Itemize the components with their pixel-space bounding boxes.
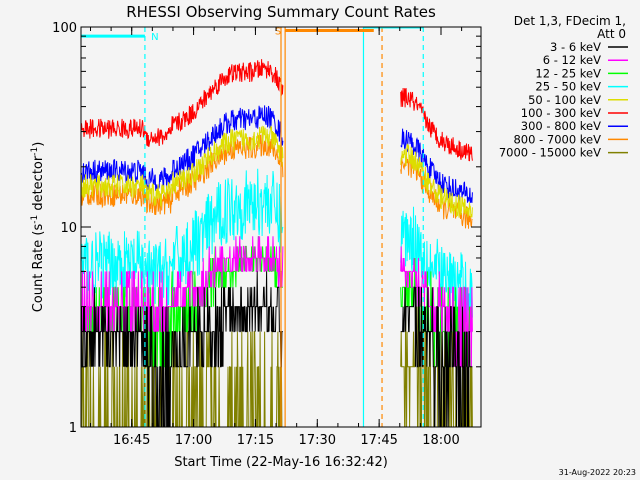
y-tick-label-0: 1 <box>69 421 77 436</box>
chart-title: RHESSI Observing Summary Count Rates <box>126 3 436 21</box>
legend-header-2: Att 0 <box>597 27 626 41</box>
legend-label-1: 6 - 12 keV <box>543 53 601 67</box>
series-layer <box>81 59 473 427</box>
y-axis-label: Count Rate (s-1 detector-1) <box>30 142 46 313</box>
night-label: N <box>151 32 158 43</box>
y-axis-label-sup2: -1 <box>30 147 40 156</box>
x-axis-label: Start Time (22-May-16 16:32:42) <box>174 455 388 470</box>
y-axis-label-mid: detector <box>31 155 46 215</box>
legend-label-6: 300 - 800 keV <box>521 119 601 133</box>
y-tick-label-1: 10 <box>60 221 77 236</box>
y-axis-label-main: Count Rate (s <box>31 224 46 313</box>
series-line-4 <box>81 125 473 218</box>
x-tick-label-4: 17:45 <box>360 433 397 448</box>
overlay-layer: SN <box>81 27 424 427</box>
legend-label-7: 800 - 7000 keV <box>513 132 601 146</box>
y-axis-label-end: ) <box>31 142 46 147</box>
legend-label-5: 100 - 300 keV <box>521 106 601 120</box>
legend-label-8: 7000 - 15000 keV <box>499 146 601 160</box>
series-line-5 <box>81 59 473 162</box>
x-tick-label-1: 17:00 <box>175 433 212 448</box>
legend-label-0: 3 - 6 keV <box>550 40 601 54</box>
axis-layer: 16:45 17:00 17:15 17:30 17:45 18:00 1 10 100 <box>52 21 481 448</box>
saa-label: S <box>275 27 281 38</box>
legend-label-3: 25 - 50 keV <box>535 80 601 94</box>
legend-label-4: 50 - 100 keV <box>528 93 601 107</box>
x-tick-label-5: 18:00 <box>422 433 459 448</box>
x-tick-label-0: 16:45 <box>113 433 150 448</box>
series-line-6 <box>81 105 473 204</box>
legend-label-2: 12 - 25 keV <box>535 66 601 80</box>
y-axis-label-sup1: -1 <box>30 215 40 224</box>
y-tick-label-2: 100 <box>52 21 77 36</box>
series-line-0 <box>81 271 473 427</box>
x-tick-label-3: 17:30 <box>299 433 336 448</box>
legend-header-1: Det 1,3, FDecim 1, <box>514 14 626 28</box>
x-tick-label-2: 17:15 <box>237 433 274 448</box>
footer-date: 31-Aug-2022 20:23 <box>559 468 636 477</box>
